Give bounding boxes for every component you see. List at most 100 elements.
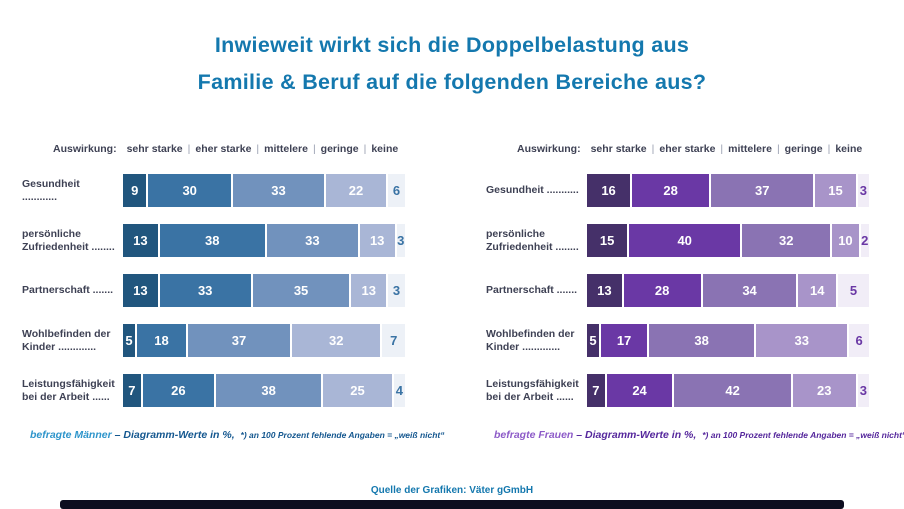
- bar-segment: 35: [252, 274, 352, 307]
- bar-segment: 40: [629, 224, 743, 257]
- legend-separator: |: [256, 143, 260, 155]
- chart-men: Auswirkung: sehr starke | eher starke | mitte…: [22, 142, 408, 421]
- legend-item: sehr starke: [126, 143, 183, 155]
- title-line-2: Familie & Beruf auf die folgenden Bereic…: [197, 70, 707, 94]
- chart-row: Gesundheit ............ 9 30 33 22 6: [22, 171, 408, 210]
- legend-item: geringe: [784, 143, 823, 155]
- bar-segment: 7: [123, 374, 143, 407]
- row-label: Gesundheit ...........: [486, 184, 579, 196]
- bar-segment: 33: [266, 224, 360, 257]
- chart-women: Auswirkung: sehr starke | eher starke | mitte…: [486, 142, 872, 421]
- bar-segment: 14: [798, 274, 838, 307]
- bar-segment: 18: [137, 324, 188, 357]
- stacked-bar: 5 17 38 33 6: [584, 321, 872, 360]
- bar-keine-value: 6: [855, 333, 863, 348]
- bar-segment: 5: [587, 324, 602, 357]
- legend-item: eher starke: [659, 143, 716, 155]
- page-title: Inwieweit wirkt sich die Doppelbelastung…: [0, 27, 904, 101]
- row-label: Wohlbefinden der Kinder .............: [22, 327, 111, 353]
- chart-row: Leistungsfähigkeit bei der Arbeit ......…: [486, 371, 872, 410]
- bar-segment: 5: [123, 324, 138, 357]
- chart-row: Wohlbefinden der Kinder ............. 5 17…: [486, 321, 872, 360]
- bar-segment: 38: [649, 324, 757, 357]
- bar-segment: 42: [674, 374, 793, 407]
- footer-bar: [60, 500, 844, 509]
- bar-keine-value: 3: [397, 233, 405, 248]
- row-label: persönliche Zufriedenheit ........: [486, 227, 579, 253]
- bar-segment: 15: [587, 224, 630, 257]
- chart-row: Partnerschaft ....... 13 33 35 13 3: [22, 271, 408, 310]
- bar-segment: 38: [216, 374, 324, 407]
- chart-row: persönliche Zufriedenheit ........ 15 40 32…: [486, 221, 872, 260]
- chart-row: Gesundheit ........... 16 28 37 15 3: [486, 171, 872, 210]
- bar-segment: 13: [587, 274, 624, 307]
- legend-separator: |: [776, 143, 780, 155]
- footnote-group-label: befragte Frauen: [494, 429, 574, 441]
- bar-segment: 15: [815, 174, 858, 207]
- rows: Gesundheit ............ 9 30 33 22 6 persönlic…: [22, 171, 408, 410]
- bar-keine-value: 2: [861, 233, 869, 248]
- chart-row: Leistungsfähigkeit bei der Arbeit ......…: [22, 371, 408, 410]
- bar-segment: 37: [711, 174, 816, 207]
- bar-segment: 16: [587, 174, 633, 207]
- source-credit: Quelle der Grafiken: Väter gGmbH: [370, 485, 534, 496]
- row-label: Leistungsfähigkeit bei der Arbeit ......: [22, 377, 115, 403]
- row-label: Partnerschaft .......: [22, 284, 114, 296]
- stacked-bar: 7 24 42 23 3: [584, 371, 872, 410]
- bar-keine-value: 3: [859, 383, 867, 398]
- footnote-small-text: *) an 100 Prozent fehlende Angaben = „we…: [240, 430, 445, 440]
- bar-segment: 24: [606, 374, 675, 407]
- footnote-small-text: *) an 100 Prozent fehlende Angaben = „we…: [702, 430, 904, 440]
- row-label: Leistungsfähigkeit bei der Arbeit ......: [486, 377, 579, 403]
- row-label: Partnerschaft .......: [486, 284, 578, 296]
- bar-segment: 22: [326, 174, 389, 207]
- bar-keine-value: 5: [849, 283, 858, 298]
- footnote-main-text: – Diagramm-Werte in %,: [576, 429, 697, 441]
- chart-row: persönliche Zufriedenheit ........ 13 38 33…: [22, 221, 408, 260]
- stacked-bar: 13 28 34 14 5: [584, 271, 872, 310]
- legend-item: keine: [371, 143, 399, 155]
- bar-keine-value: 6: [392, 183, 401, 198]
- legend-separator: |: [187, 143, 191, 155]
- bar-keine-value: 4: [395, 383, 403, 398]
- bar-segment: 28: [623, 274, 703, 307]
- stacked-bar: 7 26 38 25 4: [120, 371, 408, 410]
- chart-row: Partnerschaft ....... 13 28 34 14 5: [486, 271, 872, 310]
- bar-segment: 17: [601, 324, 650, 357]
- bar-segment: 7: [587, 374, 607, 407]
- legend-label: Auswirkung:: [53, 143, 117, 155]
- title-line-1: Inwieweit wirkt sich die Doppelbelastung…: [214, 33, 690, 57]
- bar-segment: 25: [323, 374, 394, 407]
- bar-segment: 32: [742, 224, 833, 257]
- footnote-main-text: – Diagramm-Werte in %,: [114, 429, 235, 441]
- legend-separator: |: [720, 143, 724, 155]
- footnote-group-label: befragte Männer: [30, 429, 112, 441]
- legend-separator: |: [363, 143, 367, 155]
- bar-keine-value: 3: [859, 183, 867, 198]
- stacked-bar: 9 30 33 22 6: [120, 171, 408, 210]
- legend-item: geringe: [320, 143, 359, 155]
- chart-row: Wohlbefinden der Kinder ............. 5 18…: [22, 321, 408, 360]
- bar-segment: 33: [232, 174, 327, 207]
- bar-segment: 13: [123, 274, 160, 307]
- legend-item: eher starke: [195, 143, 252, 155]
- legend-separator: |: [312, 143, 316, 155]
- bar-segment: 28: [632, 174, 712, 207]
- bar-segment: 13: [359, 224, 397, 257]
- footnote-women: befragte Frauen – Diagramm-Werte in %, *…: [494, 429, 904, 441]
- bar-segment: 33: [756, 324, 850, 357]
- bar-segment: 38: [159, 224, 267, 257]
- legend-item: mittelere: [728, 143, 772, 155]
- bar-keine-value: 7: [390, 333, 398, 348]
- stacked-bar: 13 38 33 13 3: [120, 221, 408, 260]
- rows: Gesundheit ........... 16 28 37 15 3 persönlic…: [486, 171, 872, 410]
- bar-segment: 13: [123, 224, 160, 257]
- bar-segment: 33: [159, 274, 253, 307]
- stacked-bar: 13 33 35 13 3: [120, 271, 408, 310]
- bar-keine-value: 3: [392, 283, 401, 298]
- row-label: persönliche Zufriedenheit ........: [22, 227, 115, 253]
- bar-segment: 23: [792, 374, 858, 407]
- legend-separator: |: [651, 143, 655, 155]
- bar-segment: 37: [187, 324, 293, 357]
- legend: Auswirkung: sehr starke | eher starke | mitte…: [22, 142, 408, 156]
